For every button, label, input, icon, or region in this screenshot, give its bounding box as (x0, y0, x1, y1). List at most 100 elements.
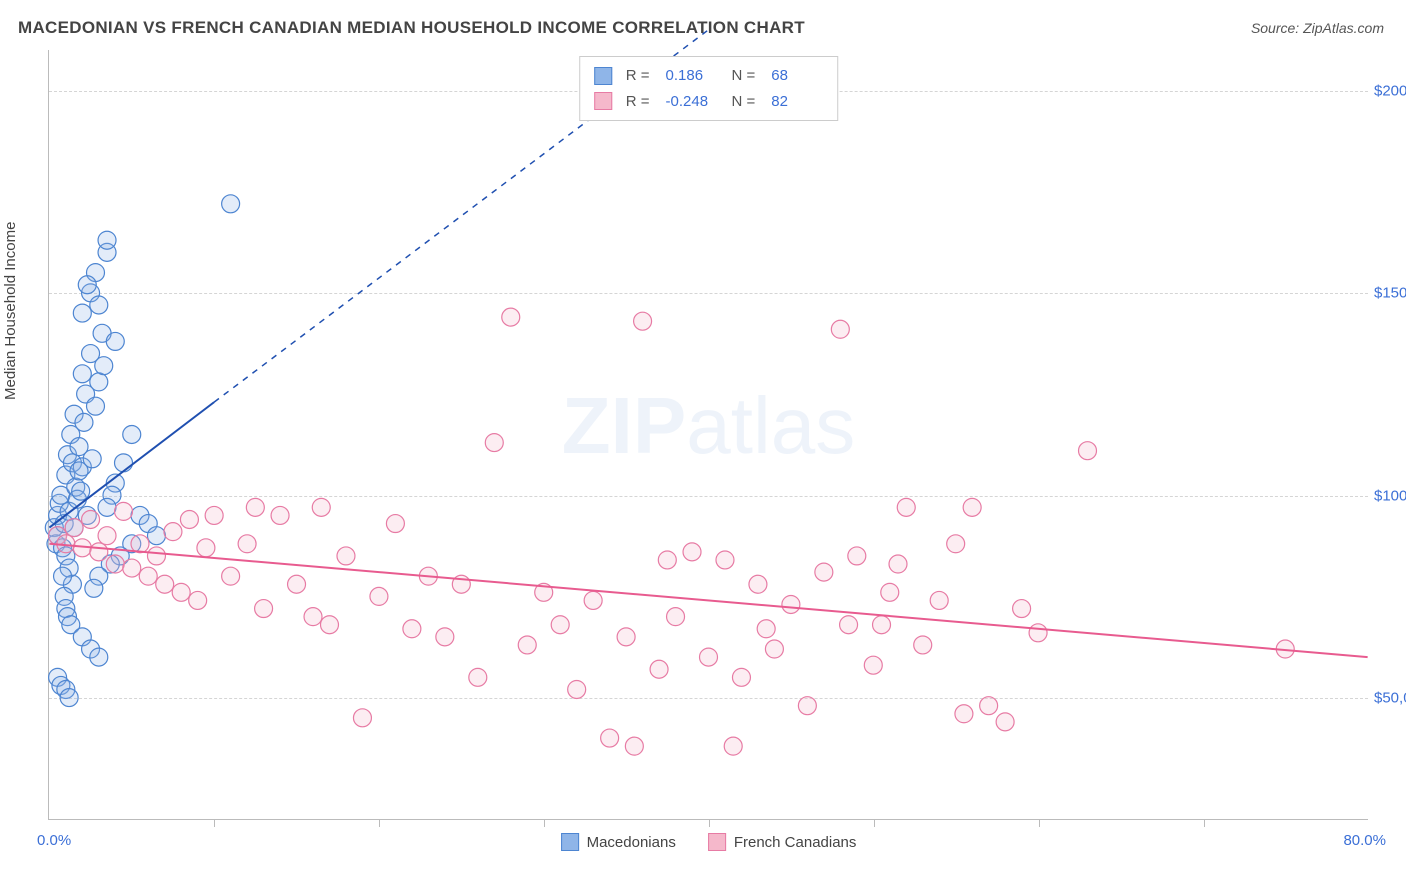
data-point (98, 498, 116, 516)
data-point (980, 697, 998, 715)
data-point (222, 567, 240, 585)
data-point (90, 373, 108, 391)
data-point (502, 308, 520, 326)
data-point (658, 551, 676, 569)
r-label: R = (626, 89, 650, 115)
data-point (337, 547, 355, 565)
data-point (123, 559, 141, 577)
data-point (65, 519, 83, 537)
data-point (732, 668, 750, 686)
data-point (73, 365, 91, 383)
n-label: N = (732, 63, 756, 89)
data-point (765, 640, 783, 658)
data-point (106, 332, 124, 350)
n-label: N = (732, 89, 756, 115)
legend-swatch-macedonians (561, 833, 579, 851)
data-point (386, 515, 404, 533)
data-point (831, 320, 849, 338)
data-point (930, 591, 948, 609)
y-tick-label: $50,000 (1374, 690, 1406, 707)
data-point (864, 656, 882, 674)
data-point (947, 535, 965, 553)
legend-item-macedonians: Macedonians (561, 833, 676, 851)
data-point (584, 591, 602, 609)
data-point (716, 551, 734, 569)
scatter-plot-svg (49, 50, 1368, 819)
data-point (798, 697, 816, 715)
data-point (147, 547, 165, 565)
data-point (304, 608, 322, 626)
source-attribution: Source: ZipAtlas.com (1251, 20, 1384, 36)
data-point (700, 648, 718, 666)
data-point (617, 628, 635, 646)
data-point (848, 547, 866, 565)
x-tick (874, 819, 875, 827)
data-point (634, 312, 652, 330)
data-point (73, 304, 91, 322)
data-point (90, 648, 108, 666)
data-point (106, 555, 124, 573)
data-point (353, 709, 371, 727)
data-point (139, 567, 157, 585)
data-point (82, 511, 100, 529)
data-point (197, 539, 215, 557)
data-point (485, 434, 503, 452)
n-value-macedonians: 68 (771, 63, 823, 89)
trend-line (49, 544, 1367, 657)
legend: Macedonians French Canadians (561, 833, 857, 851)
data-point (288, 575, 306, 593)
data-point (90, 543, 108, 561)
stat-row-french-canadians: R = -0.248 N = 82 (594, 89, 824, 115)
data-point (54, 567, 72, 585)
data-point (115, 502, 133, 520)
stat-row-macedonians: R = 0.186 N = 68 (594, 63, 824, 89)
legend-item-french-canadians: French Canadians (708, 833, 857, 851)
data-point (312, 498, 330, 516)
y-axis-label: Median Household Income (2, 222, 19, 400)
chart-plot-area: ZIPatlas $50,000$100,000$150,000$200,000… (48, 50, 1368, 820)
data-point (996, 713, 1014, 731)
r-value-french-canadians: -0.248 (666, 89, 718, 115)
data-point (650, 660, 668, 678)
data-point (90, 296, 108, 314)
data-point (963, 498, 981, 516)
data-point (115, 454, 133, 472)
data-point (683, 543, 701, 561)
data-point (568, 680, 586, 698)
data-point (98, 231, 116, 249)
data-point (881, 583, 899, 601)
data-point (897, 498, 915, 516)
data-point (75, 413, 93, 431)
data-point (601, 729, 619, 747)
swatch-french-canadians (594, 92, 612, 110)
data-point (87, 397, 105, 415)
data-point (156, 575, 174, 593)
x-axis-min-label: 0.0% (37, 832, 71, 849)
data-point (840, 616, 858, 634)
x-axis-max-label: 80.0% (1343, 832, 1386, 849)
x-tick (544, 819, 545, 827)
data-point (123, 426, 141, 444)
legend-swatch-french-canadians (708, 833, 726, 851)
data-point (238, 535, 256, 553)
chart-title: MACEDONIAN VS FRENCH CANADIAN MEDIAN HOU… (18, 18, 805, 38)
data-point (914, 636, 932, 654)
x-tick (709, 819, 710, 827)
data-point (180, 511, 198, 529)
correlation-stats-box: R = 0.186 N = 68 R = -0.248 N = 82 (579, 56, 839, 121)
data-point (1029, 624, 1047, 642)
data-point (271, 506, 289, 524)
data-point (72, 482, 90, 500)
data-point (147, 527, 165, 545)
data-point (815, 563, 833, 581)
data-point (321, 616, 339, 634)
data-point (370, 587, 388, 605)
legend-label-macedonians: Macedonians (587, 834, 676, 851)
data-point (222, 195, 240, 213)
x-tick (379, 819, 380, 827)
data-point (189, 591, 207, 609)
data-point (172, 583, 190, 601)
r-label: R = (626, 63, 650, 89)
data-point (518, 636, 536, 654)
data-point (724, 737, 742, 755)
